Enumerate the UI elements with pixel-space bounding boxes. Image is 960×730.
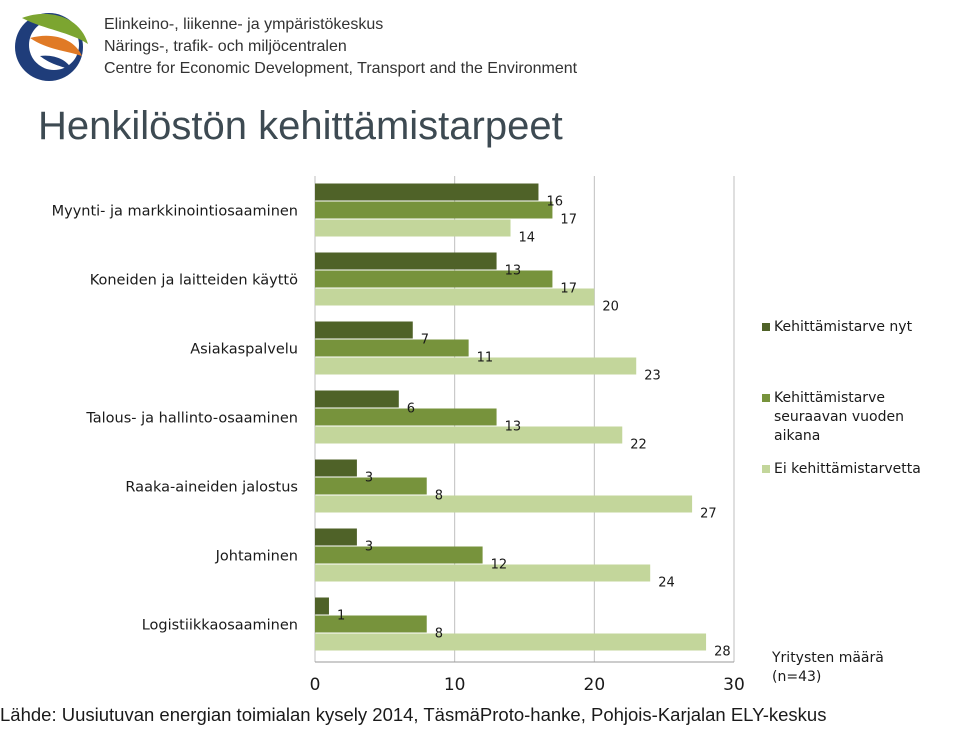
data-label: 14 — [519, 231, 536, 246]
data-label: 13 — [505, 264, 522, 279]
bar-chart: Myynti- ja markkinointiosaaminen Koneiden… — [52, 176, 745, 695]
x-tick-label: 0 — [310, 675, 321, 695]
data-label: 3 — [365, 471, 373, 486]
bar — [315, 183, 539, 201]
org-name-english: Centre for Economic Development, Transpo… — [104, 60, 578, 77]
legend-label: Kehittämistarve nyt — [774, 319, 913, 335]
category-label: Koneiden ja laitteiden käyttö — [90, 273, 298, 289]
value-labels: 16 17 14 13 17 20 7 11 23 6 13 22 3 8 27 3 12 24 1 8 28 — [337, 195, 731, 660]
bar — [315, 426, 623, 444]
data-label: 24 — [658, 576, 675, 591]
legend-item-now: Kehittämistarve nyt — [762, 318, 952, 337]
legend-swatch — [762, 394, 770, 402]
bar — [315, 564, 651, 582]
data-label: 8 — [435, 489, 443, 504]
bar — [315, 633, 707, 651]
x-tick-label: 10 — [444, 675, 466, 695]
category-label: Johtaminen — [215, 549, 298, 565]
data-label: 17 — [560, 213, 577, 228]
category-label: Talous- ja hallinto-osaaminen — [85, 411, 298, 427]
data-label: 23 — [644, 369, 661, 384]
category-label: Asiakaspalvelu — [190, 342, 298, 358]
data-label: 13 — [505, 420, 522, 435]
data-label: 28 — [714, 645, 731, 660]
data-label: 6 — [407, 402, 415, 417]
sample-size-note: Yritysten määrä (n=43) — [772, 650, 884, 685]
data-label: 3 — [365, 540, 373, 555]
org-name-swedish: Närings-, trafik- och miljöcentralen — [104, 38, 347, 55]
data-label: 17 — [560, 282, 577, 297]
page-title: Henkilöstön kehittämistarpeet — [38, 104, 563, 148]
org-name-finnish: Elinkeino-, liikenne- ja ympäristökeskus — [104, 16, 384, 33]
data-label: 20 — [602, 300, 619, 315]
data-label: 12 — [491, 558, 508, 573]
ely-centre-logo-icon — [15, 13, 88, 81]
data-label: 11 — [477, 351, 494, 366]
data-label: 27 — [700, 507, 717, 522]
category-label: Myynti- ja markkinointiosaaminen — [52, 204, 298, 220]
legend-swatch — [762, 323, 770, 331]
legend-swatch — [762, 465, 770, 473]
bar — [315, 546, 483, 564]
bar — [315, 357, 637, 375]
bar — [315, 408, 497, 426]
data-label: 8 — [435, 627, 443, 642]
legend-item-no-need: Ei kehittämistarvetta — [762, 460, 952, 479]
legend-label: Kehittämistarve seuraavan vuoden aikana — [774, 390, 904, 444]
bar — [315, 201, 553, 219]
bar — [315, 252, 497, 270]
chart-bars — [315, 183, 707, 651]
legend-label: Ei kehittämistarvetta — [774, 461, 921, 477]
legend-item-next-year: Kehittämistarve seuraavan vuoden aikana — [762, 389, 952, 446]
category-label: Logistiikkaosaaminen — [142, 618, 298, 634]
category-labels: Myynti- ja markkinointiosaaminen Koneiden… — [52, 204, 299, 634]
bar — [315, 321, 413, 339]
bar — [315, 270, 553, 288]
bar — [315, 288, 595, 306]
x-axis-ticks: 0 10 20 30 — [310, 675, 745, 695]
data-label: 16 — [546, 195, 563, 210]
bar — [315, 339, 469, 357]
bar — [315, 615, 427, 633]
bar — [315, 219, 511, 237]
x-tick-label: 30 — [723, 675, 745, 695]
bar — [315, 597, 329, 615]
bar — [315, 390, 399, 408]
category-label: Raaka-aineiden jalostus — [125, 480, 298, 496]
data-label: 1 — [337, 609, 345, 624]
bar — [315, 495, 693, 513]
bar — [315, 459, 357, 477]
x-tick-label: 20 — [584, 675, 606, 695]
data-label: 7 — [421, 333, 429, 348]
source-note: Lähde: Uusiutuvan energian toimialan kys… — [0, 704, 827, 725]
data-label: 22 — [630, 438, 647, 453]
bar — [315, 528, 357, 546]
bar — [315, 477, 427, 495]
